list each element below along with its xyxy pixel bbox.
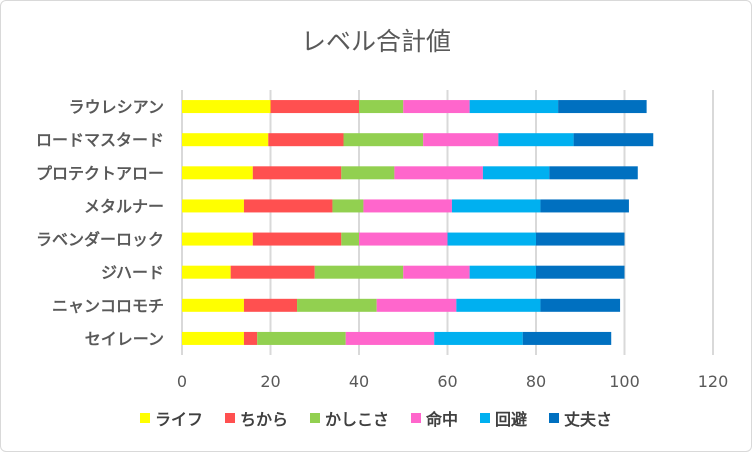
bar-segment-1 [243,331,258,345]
bar-segment-5 [522,331,612,345]
category-label: メタルナー [84,197,164,216]
legend-swatch [480,413,491,423]
legend: ライフ ちから かしこさ 命中 回避 丈夫さ [0,406,752,430]
category-label: ラウレシアン [69,98,164,117]
category-label: ラベンダーロック [36,230,164,249]
legend-swatch [139,413,150,423]
bar-segment-1 [252,232,342,246]
bar-segment-2 [359,100,404,114]
category-label: ニャンコロモチ [52,296,164,315]
bar-segment-3 [403,265,470,279]
bar-segment-1 [270,100,359,114]
bar-segment-2 [257,331,346,345]
bar-segment-2 [314,265,404,279]
bar-segment-2 [297,298,377,312]
bar-segment-3 [363,199,452,213]
bar-segment-3 [394,166,483,180]
legend-item: 丈夫さ [549,406,612,430]
bar-segment-5 [540,298,621,312]
bar-segment-4 [482,166,550,180]
legend-item: 命中 [411,406,458,430]
category-label: ロードマスタード [36,131,164,150]
bar-segment-5 [558,100,647,114]
legend-item: 回避 [480,406,527,430]
legend-label: 丈夫さ [564,410,613,429]
bar-segment-0 [182,133,269,147]
bar-segment-0 [182,199,244,213]
bar-segment-5 [536,232,625,246]
bar-segment-1 [243,298,298,312]
bar-segment-2 [332,199,364,213]
legend-label: かしこさ [324,410,389,429]
bar-segment-1 [268,133,344,147]
x-tick-label: 20 [260,372,280,391]
legend-swatch [549,413,560,423]
bar-segment-1 [252,166,342,180]
legend-label: ちから [239,410,288,429]
bar-segment-5 [536,265,625,279]
bar-segment-3 [403,100,470,114]
category-label: プロテクトアロー [36,164,164,183]
bar-segment-0 [182,298,244,312]
bar-segment-2 [341,166,395,180]
bar-segment-4 [447,232,536,246]
bar-segment-0 [182,166,253,180]
bar-segment-0 [182,100,271,114]
bar-segment-4 [498,133,574,147]
x-tick-label: 120 [698,372,729,391]
x-tick-label: 100 [609,372,640,391]
legend-label: ライフ [154,410,203,429]
category-label: セイレーン [85,329,164,348]
legend-item: かしこさ [309,406,389,430]
bar-segment-4 [469,265,536,279]
category-label: ジハード [101,263,164,282]
legend-item: ライフ [139,406,203,430]
legend-item: ちから [224,406,288,430]
bar-segment-3 [359,232,448,246]
legend-swatch [224,413,235,423]
legend-label: 命中 [426,410,459,429]
bar-segment-0 [182,331,244,345]
bar-segment-1 [230,265,315,279]
bar-segment-4 [456,298,541,312]
x-tick-label: 80 [526,372,546,391]
bar-segment-1 [243,199,333,213]
legend-label: 回避 [495,410,528,429]
bar-segment-3 [376,298,457,312]
bar-segment-4 [469,100,559,114]
bar-segment-2 [343,133,424,147]
x-tick-label: 60 [437,372,457,391]
x-tick-label: 40 [349,372,369,391]
bar-segment-5 [549,166,638,180]
bar-segment-4 [434,331,523,345]
bar-segment-5 [540,199,629,213]
bar-segment-0 [182,265,231,279]
legend-swatch [309,413,320,423]
legend-swatch [411,413,421,423]
x-tick-label: 0 [177,372,187,391]
bar-segment-2 [341,232,359,246]
bar-segment-0 [182,232,253,246]
chart-title: レベル合計値 [300,27,451,56]
bar-segment-4 [451,199,541,213]
bar-segment-3 [345,331,435,345]
bar-segment-3 [423,133,499,147]
bar-segment-5 [573,133,654,147]
